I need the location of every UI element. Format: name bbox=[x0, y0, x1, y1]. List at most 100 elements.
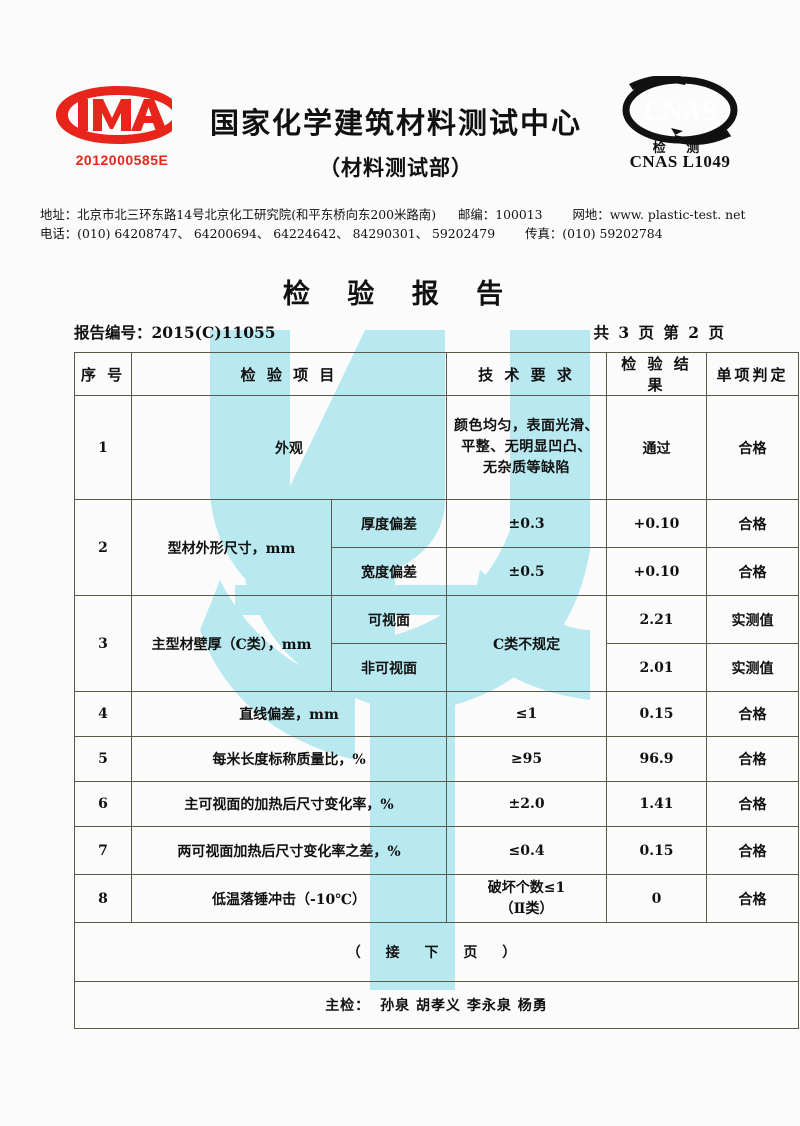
table-row: 7 两可视面加热后尺寸变化率之差，% ≤0.4 0.15 合格 bbox=[74, 826, 800, 875]
cnas-logo-block: CNAS 检 测 CNAS L1049 bbox=[600, 76, 760, 172]
col-header-seq: 序 号 bbox=[74, 352, 132, 396]
cell-subitem: 可视面 bbox=[330, 595, 448, 644]
table-row: 1 外观 颜色均匀，表面光滑、 平整、无明显凹凸、 无杂质等缺陷 通过 合格 bbox=[74, 395, 800, 500]
cell-item: 低温落锤冲击（-10℃） bbox=[130, 874, 448, 923]
cell-result: 1.41 bbox=[606, 781, 708, 827]
cell-result: 0 bbox=[606, 874, 708, 923]
cell-judgement: 合格 bbox=[706, 499, 800, 548]
cell-result: +0.10 bbox=[606, 499, 708, 548]
col-header-requirement: 技 术 要 求 bbox=[446, 352, 608, 396]
cell-judgement: 合格 bbox=[706, 874, 800, 923]
cell-result: 2.01 bbox=[606, 643, 708, 692]
req-line: （Ⅱ类） bbox=[499, 900, 554, 917]
cell-requirement: 颜色均匀，表面光滑、 平整、无明显凹凸、 无杂质等缺陷 bbox=[446, 395, 608, 500]
cell-result: 0.15 bbox=[606, 691, 708, 737]
page-indicator: 共 3 页 第 2 页 bbox=[593, 323, 726, 342]
cell-judgement: 合格 bbox=[706, 826, 800, 875]
address-value: 北京市北三环东路14号北京化工研究院(和平东桥向东200米路南) bbox=[77, 207, 437, 222]
cell-judgement: 合格 bbox=[706, 736, 800, 782]
cell-requirement: ±0.5 bbox=[446, 547, 608, 596]
postcode-label: 邮编： bbox=[458, 207, 496, 222]
cell-item: 两可视面加热后尺寸变化率之差，% bbox=[130, 826, 448, 875]
cell-judgement: 实测值 bbox=[706, 595, 800, 644]
table-row: 8 低温落锤冲击（-10℃） 破坏个数≤1 （Ⅱ类） 0 合格 bbox=[74, 874, 800, 923]
req-line: 颜色均匀，表面光滑、 bbox=[454, 418, 600, 434]
address-label: 地址： bbox=[40, 207, 78, 222]
postcode-value: 100013 bbox=[495, 207, 543, 222]
req-line: 无杂质等缺陷 bbox=[483, 460, 571, 476]
cell-judgement: 合格 bbox=[706, 781, 800, 827]
results-table-wrapper: 序 号 检 验 项 目 技 术 要 求 检 验 结 果 单项判定 1 外观 颜色… bbox=[73, 352, 800, 1029]
signer-label: 主检： bbox=[325, 998, 371, 1014]
cell-requirement: ≤1 bbox=[446, 691, 608, 737]
col-header-item: 检 验 项 目 bbox=[130, 352, 448, 396]
report-number-value: 2015(C)11055 bbox=[151, 323, 276, 342]
cell-judgement: 合格 bbox=[706, 691, 800, 737]
table-row: 5 每米长度标称质量比，% ≥95 96.9 合格 bbox=[74, 736, 800, 782]
website-label: 网地： bbox=[572, 207, 610, 222]
col-header-result: 检 验 结 果 bbox=[606, 352, 708, 396]
col-header-judgement: 单项判定 bbox=[706, 352, 800, 396]
organization-subtitle: （材料测试部） bbox=[319, 155, 473, 180]
report-number-label: 报告编号： bbox=[74, 323, 152, 342]
cell-requirement: ±2.0 bbox=[446, 781, 608, 827]
continued-note: （ 接 下 页 ） bbox=[73, 922, 800, 982]
signer-cell: 主检： 孙泉 胡孝义 李永泉 杨勇 bbox=[73, 981, 800, 1029]
cell-item: 外观 bbox=[130, 395, 448, 500]
cell-seq: 5 bbox=[74, 736, 132, 782]
table-header-row: 序 号 检 验 项 目 技 术 要 求 检 验 结 果 单项判定 bbox=[74, 352, 800, 396]
website-value: www. plastic-test. net bbox=[609, 207, 746, 222]
table-row: 2 型材外形尺寸，mm 厚度偏差 ±0.3 +0.10 合格 bbox=[74, 499, 800, 596]
cell-seq: 8 bbox=[74, 874, 132, 923]
cell-seq: 1 bbox=[74, 395, 132, 500]
table-row: 3 主型材壁厚（C类），mm 可视面 C类不规定 2.21 实测值 bbox=[74, 595, 800, 692]
cell-item: 型材外形尺寸，mm bbox=[131, 499, 332, 596]
svg-text:检 测: 检 测 bbox=[653, 140, 708, 154]
cell-seq: 3 bbox=[74, 595, 132, 692]
cell-requirement: ±0.3 bbox=[446, 499, 608, 548]
cnas-logo-icon: CNAS 检 测 bbox=[622, 76, 738, 154]
cell-result: 0.15 bbox=[606, 826, 708, 875]
organization-title: 国家化学建筑材料测试中心 bbox=[209, 106, 582, 140]
address-line: 地址：北京市北三环东路14号北京化工研究院(和平东桥向东200米路南) 邮编：10… bbox=[40, 205, 770, 224]
cell-result: 96.9 bbox=[606, 736, 708, 782]
req-line: 平整、无明显凹凸、 bbox=[461, 439, 592, 455]
table-signer-row: 主检： 孙泉 胡孝义 李永泉 杨勇 bbox=[73, 981, 800, 1029]
cell-subitem: 厚度偏差 bbox=[330, 499, 448, 548]
cell-seq: 2 bbox=[74, 499, 132, 596]
cell-seq: 6 bbox=[74, 781, 132, 827]
cell-seq: 7 bbox=[74, 826, 132, 875]
cell-subitem: 宽度偏差 bbox=[330, 547, 448, 596]
cnas-accreditation-code: CNAS L1049 bbox=[629, 152, 731, 171]
cell-result: 2.21 bbox=[606, 595, 708, 644]
phone-value: (010) 64208747、 64200694、 64224642、 8429… bbox=[77, 226, 496, 241]
cma-certificate-number: 2012000585E bbox=[75, 152, 169, 168]
inspection-results-table: 序 号 检 验 项 目 技 术 要 求 检 验 结 果 单项判定 1 外观 颜色… bbox=[73, 352, 800, 1029]
cell-requirement: C类不规定 bbox=[446, 595, 608, 692]
signer-names: 孙泉 胡孝义 李永泉 杨勇 bbox=[380, 998, 548, 1014]
page-title: 检 验 报 告 bbox=[282, 279, 518, 310]
svg-text:CNAS: CNAS bbox=[643, 96, 717, 126]
cell-judgement: 实测值 bbox=[706, 643, 800, 692]
table-row: 4 直线偏差，mm ≤1 0.15 合格 bbox=[74, 691, 800, 737]
report-number: 报告编号：2015(C)11055 bbox=[74, 321, 276, 343]
table-row: 6 主可视面的加热后尺寸变化率，% ±2.0 1.41 合格 bbox=[74, 781, 800, 827]
phone-line: 电话：(010) 64208747、 64200694、 64224642、 8… bbox=[40, 224, 770, 243]
fax-value: (010) 59202784 bbox=[562, 226, 663, 241]
cell-item: 主可视面的加热后尺寸变化率，% bbox=[130, 781, 448, 827]
cell-judgement: 合格 bbox=[706, 547, 800, 596]
cell-item: 每米长度标称质量比，% bbox=[130, 736, 448, 782]
cell-item: 主型材壁厚（C类），mm bbox=[131, 595, 332, 692]
cell-seq: 4 bbox=[74, 691, 132, 737]
cell-requirement: ≥95 bbox=[446, 736, 608, 782]
cell-item: 直线偏差，mm bbox=[130, 691, 448, 737]
cell-requirement: 破坏个数≤1 （Ⅱ类） bbox=[446, 874, 608, 923]
contact-info: 地址：北京市北三环东路14号北京化工研究院(和平东桥向东200米路南) 邮编：10… bbox=[40, 205, 770, 243]
cell-subitem: 非可视面 bbox=[330, 643, 448, 692]
cma-logo-icon bbox=[52, 82, 184, 148]
document-header: 2012000585E 国家化学建筑材料测试中心 （材料测试部） CNAS 检 … bbox=[0, 0, 800, 200]
table-continued-row: （ 接 下 页 ） bbox=[73, 922, 800, 982]
cell-result: 通过 bbox=[606, 395, 708, 500]
cell-requirement: ≤0.4 bbox=[446, 826, 608, 875]
